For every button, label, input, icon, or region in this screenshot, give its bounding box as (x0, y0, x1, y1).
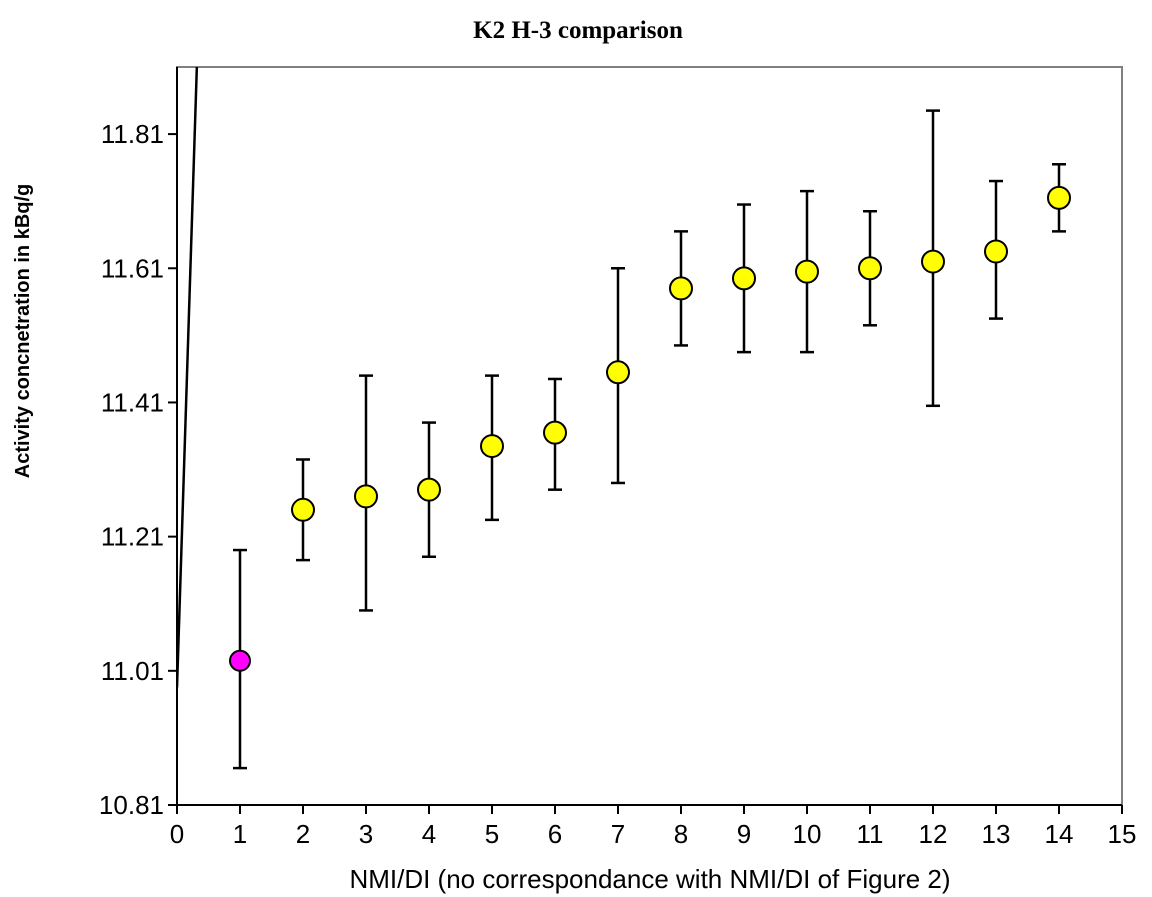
x-tick-label: 14 (1045, 819, 1074, 849)
x-tick-label: 13 (982, 819, 1011, 849)
data-point (291, 497, 315, 522)
x-tick-label: 5 (485, 819, 499, 849)
x-tick-label: 8 (674, 819, 688, 849)
data-point (921, 249, 945, 274)
data-point (1047, 185, 1071, 210)
x-tick-label: 1 (233, 819, 247, 849)
y-tick-label: 11.81 (101, 119, 164, 149)
x-tick-label: 15 (1108, 819, 1137, 849)
data-point (669, 276, 693, 301)
data-point (606, 360, 630, 385)
data-point (354, 484, 378, 509)
data-point (858, 256, 882, 281)
y-axis-label: Activity concnetration in kBq/g (12, 184, 34, 478)
x-axis-label: NMI/DI (no correspondance with NMI/DI of… (349, 864, 950, 894)
x-tick-label: 6 (548, 819, 562, 849)
chart-title: K2 H-3 comparison (473, 17, 683, 44)
data-point (984, 239, 1008, 264)
x-tick-label: 10 (793, 819, 822, 849)
data-point (543, 420, 567, 445)
x-tick-label: 3 (359, 819, 373, 849)
x-tick-label: 9 (737, 819, 751, 849)
plot-frame (176, 66, 1123, 806)
y-tick-label: 11.61 (101, 253, 164, 283)
reference-line (177, 67, 199, 688)
y-tick-label: 11.01 (101, 656, 164, 686)
x-tick-label: 4 (422, 819, 436, 849)
y-tick-label: 11.41 (101, 387, 164, 417)
data-point (732, 266, 756, 291)
x-tick-label: 0 (170, 819, 184, 849)
data-point (480, 434, 504, 459)
x-tick-label: 12 (919, 819, 948, 849)
data-point (417, 477, 441, 502)
data-point (795, 259, 819, 284)
x-tick-label: 11 (857, 819, 884, 849)
x-tick-label: 7 (611, 819, 625, 849)
data-point (229, 649, 251, 672)
x-tick-label: 2 (296, 819, 310, 849)
y-tick-label: 11.21 (101, 522, 164, 552)
y-tick-label: 10.81 (99, 790, 164, 820)
plot-area: 0 1 2 3 4 5 6 7 8 9 10 11 12 13 14 1510.8111.0111.2111.… (99, 66, 1137, 849)
